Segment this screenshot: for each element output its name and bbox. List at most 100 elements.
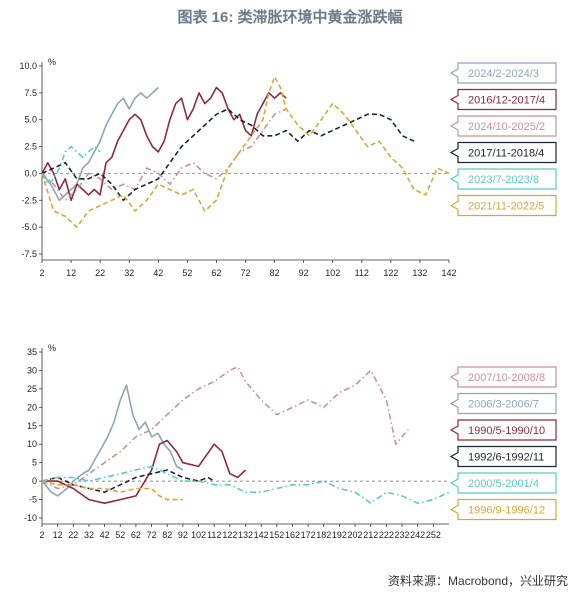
series-line-2 <box>41 384 184 497</box>
legend-box <box>449 472 557 494</box>
x-tick-label: 212 <box>363 530 378 540</box>
y-tick-label: -10 <box>24 513 37 523</box>
legend-item: 1996/9-1996/12 <box>449 498 557 521</box>
x-tick-label: 52 <box>115 530 125 540</box>
legend-label: 1990/5-1990/10 <box>468 425 545 437</box>
legend-box <box>449 88 557 111</box>
y-tick-label: 20 <box>27 402 37 412</box>
legend-box <box>449 62 557 84</box>
legend-label: 2006/3-2006/7 <box>468 399 539 411</box>
x-tick-label: 82 <box>162 530 172 540</box>
legend-item: 2024/2-2024/3 <box>449 62 557 84</box>
x-tick-label: 222 <box>379 530 394 540</box>
x-tick-label: 22 <box>68 530 78 540</box>
x-tick-label: 152 <box>269 530 284 540</box>
series-line-4 <box>41 108 415 202</box>
series-line-1 <box>41 365 409 490</box>
x-tick-label: 182 <box>316 530 331 540</box>
legend-item: 2000/5-2001/4 <box>449 472 557 494</box>
x-tick-label: 102 <box>325 268 340 278</box>
x-tick-label: 2 <box>39 268 44 278</box>
legend-label: 2017/11-2018/4 <box>468 148 544 160</box>
legend-box <box>449 392 557 415</box>
x-tick-label: 142 <box>441 268 456 278</box>
x-tick-label: 102 <box>191 530 206 540</box>
y-tick-label: 5.0 <box>24 115 37 125</box>
x-tick-label: 232 <box>395 530 410 540</box>
y-tick-label: -7.5 <box>21 249 37 259</box>
legend-box <box>449 194 557 217</box>
legend-item: 1992/6-1992/11 <box>449 445 557 468</box>
x-tick-label: 252 <box>426 530 441 540</box>
x-tick-label: 32 <box>124 268 134 278</box>
legend-label: 1996/9-1996/12 <box>468 505 545 517</box>
legend-label: 2000/5-2001/4 <box>468 478 539 490</box>
y-tick-label: 15 <box>27 421 37 431</box>
legend-item: 2024/10-2025/2 <box>449 115 557 137</box>
legend-box <box>449 419 557 441</box>
source-note: 资料来源：Macrobond，兴业研究 <box>387 574 568 588</box>
x-tick-label: 122 <box>222 530 237 540</box>
x-tick-label: 32 <box>84 530 94 540</box>
series-line-3 <box>42 439 247 505</box>
x-tick-label: 192 <box>332 530 347 540</box>
x-tick-label: 42 <box>153 268 163 278</box>
x-tick-label: 12 <box>53 530 63 540</box>
legend-box <box>449 445 557 468</box>
legend-label: 2024/2-2024/3 <box>468 68 539 80</box>
y-tick-label: -5 <box>29 495 37 505</box>
series-line-2 <box>41 86 287 202</box>
x-tick-label: 142 <box>254 530 269 540</box>
legend-item: 2016/12-2017/4 <box>449 88 557 111</box>
series-line-5 <box>41 145 101 185</box>
legend-box <box>449 498 557 521</box>
y-tick-label: -2.5 <box>21 195 37 205</box>
x-tick-label: 52 <box>182 268 192 278</box>
legend-label: 2021/11-2022/5 <box>468 201 544 213</box>
legend-item: 2021/11-2022/5 <box>449 194 557 217</box>
y-tick-label: 7.5 <box>24 88 37 98</box>
legend-item: 2023/7-2023/8 <box>449 168 557 190</box>
legend-item: 2007/10-2008/8 <box>449 366 557 388</box>
x-tick-label: 202 <box>348 530 363 540</box>
x-tick-label: 122 <box>383 268 398 278</box>
legend-label: 2023/7-2023/8 <box>468 174 539 186</box>
x-tick-label: 132 <box>412 268 427 278</box>
y-tick-label: 25 <box>27 384 37 394</box>
y-tick-label: 35 <box>27 347 37 357</box>
x-tick-label: 162 <box>285 530 300 540</box>
y-tick-label: 30 <box>27 365 37 375</box>
y-tick-label: 10 <box>27 439 37 449</box>
x-tick-label: 72 <box>147 530 157 540</box>
x-tick-label: 22 <box>95 268 105 278</box>
x-tick-label: 112 <box>355 268 369 278</box>
x-tick-label: 92 <box>299 268 309 278</box>
y-axis-unit: % <box>48 57 56 67</box>
y-tick-label: -5.0 <box>21 222 37 232</box>
x-tick-label: 12 <box>66 268 76 278</box>
x-tick-label: 42 <box>100 530 110 540</box>
legend-item: 2006/3-2006/7 <box>449 392 557 415</box>
y-tick-label: 0.0 <box>24 168 37 178</box>
legend-box <box>449 141 557 164</box>
chart-1: 10.0 7.5 5.0 2.5 0.0 -2.5 -5.0 -7.5% 2 12 22 32 42 52… <box>19 57 557 278</box>
legend-label: 2007/10-2008/8 <box>468 372 545 384</box>
x-tick-label: 72 <box>240 268 250 278</box>
x-tick-label: 172 <box>301 530 316 540</box>
y-tick-label: 5 <box>32 458 37 468</box>
legend-item: 2017/11-2018/4 <box>449 141 557 164</box>
y-axis-unit: % <box>48 343 56 353</box>
series-line-5 <box>41 465 450 505</box>
y-tick-label: 10.0 <box>19 61 37 71</box>
legend-box <box>449 168 557 190</box>
legend-label: 2024/10-2025/2 <box>468 121 545 133</box>
x-tick-label: 82 <box>270 268 280 278</box>
legend-item: 1990/5-1990/10 <box>449 419 557 441</box>
x-tick-label: 132 <box>238 530 253 540</box>
series-line-1 <box>41 86 159 202</box>
y-tick-label: 2.5 <box>24 142 37 152</box>
legend-box <box>449 115 557 137</box>
series-line-6 <box>41 480 183 501</box>
